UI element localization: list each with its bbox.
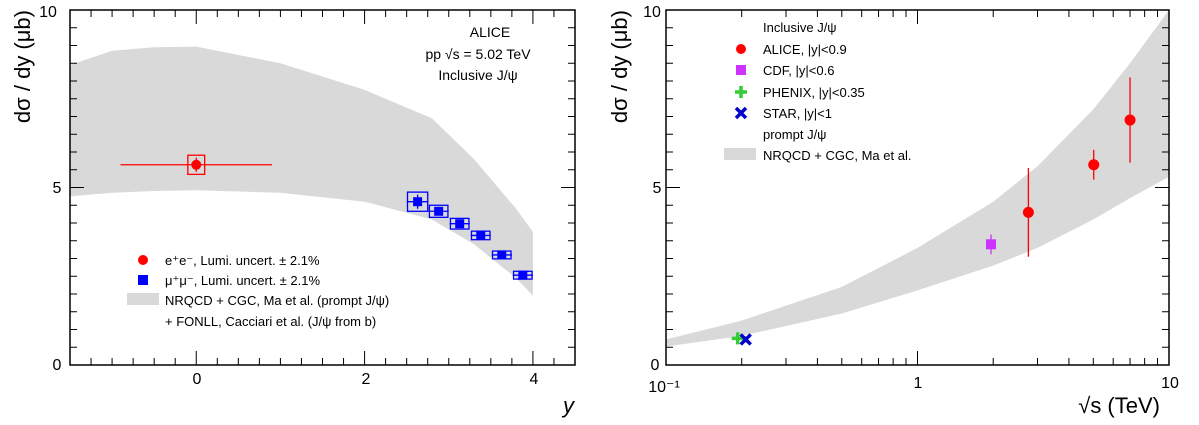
left-info-line: pp √s = 5.02 TeV (425, 46, 531, 62)
left-x-tick-label: 2 (362, 371, 371, 388)
legend-marker-alice (736, 44, 746, 54)
star-point-marker (739, 333, 752, 346)
legend-header-inclusive: Inclusive J/ψ (763, 20, 837, 35)
right-x-axis-label: √s (TeV) (1078, 393, 1160, 418)
right-data-points (731, 77, 1136, 346)
legend-entry-alice: ALICE, |y|<0.9 (763, 42, 847, 57)
right-x-tick-label: 10⁻¹ (648, 379, 680, 396)
left-y-tick-label: 10 (39, 4, 57, 21)
alice-point-marker (1088, 159, 1100, 171)
cdf-point-marker (986, 239, 997, 250)
legend-marker-star (734, 106, 748, 120)
right-x-tick-label: 1 (914, 375, 923, 392)
mumu-point-marker (476, 230, 486, 240)
ee-point-marker (191, 159, 202, 170)
legend-entry-band: NRQCD + CGC, Ma et al. (763, 148, 911, 163)
legend-marker-band (127, 293, 159, 305)
left-info-line: ALICE (470, 24, 510, 40)
left-info-line: Inclusive J/ψ (438, 67, 517, 83)
left-x-tick-label: 0 (193, 371, 202, 388)
alice-point-marker (1124, 114, 1136, 126)
mumu-point-marker (413, 197, 423, 207)
left-data-points (120, 154, 533, 280)
phenix-point-marker (731, 332, 744, 345)
legend-marker-mumu (138, 275, 148, 285)
mumu-point-marker (455, 219, 465, 229)
legend-marker-ee (138, 255, 148, 265)
left-x-axis-label: y (561, 393, 576, 418)
mumu-point-marker (434, 206, 444, 216)
theory-band-area (666, 10, 1169, 347)
left-y-tick-label: 5 (53, 180, 62, 197)
mumu-point-marker (497, 250, 507, 260)
right-y-axis-label: dσ / dy (μb) (607, 10, 632, 123)
right-y-tick-label: 5 (653, 180, 662, 197)
legend-entry-phenix: PHENIX, |y|<0.35 (763, 85, 865, 100)
right-theory-band (666, 10, 1169, 347)
legend-marker-cdf (736, 65, 746, 75)
right-axis-ticks (665, 9, 1170, 366)
legend-marker-band (724, 148, 756, 160)
left-x-tick-label: 4 (530, 371, 539, 388)
left-theory-band (70, 46, 533, 296)
legend-entry-ee: e⁺e⁻, Lumi. uncert. ± 2.1% (165, 253, 320, 268)
left-axis-ticks (69, 9, 576, 366)
legend-entry-band-cont: + FONLL, Cacciari et al. (J/ψ from b) (165, 314, 376, 329)
right-panel: 0 5 10 10⁻¹ 1 10 dσ / dy (μb) √s (TeV) I… (607, 4, 1179, 418)
left-y-axis-label: dσ / dy (μb) (10, 10, 35, 123)
right-legend: Inclusive J/ψ ALICE, |y|<0.9 CDF, |y|<0.… (724, 20, 911, 163)
theory-band-area (70, 46, 533, 296)
mumu-point-marker (518, 270, 528, 280)
left-legend: e⁺e⁻, Lumi. uncert. ± 2.1% μ⁺μ⁻, Lumi. u… (127, 253, 389, 329)
left-panel: 0 5 10 0 2 4 dσ / dy (μb) y ALICE pp √s … (10, 4, 576, 418)
right-y-tick-label: 10 (643, 4, 661, 21)
right-x-tick-label: 10 (1161, 375, 1179, 392)
legend-entry-mumu: μ⁺μ⁻, Lumi. uncert. ± 2.1% (165, 273, 321, 288)
legend-marker-phenix (735, 86, 747, 98)
legend-entry-star: STAR, |y|<1 (763, 106, 832, 121)
left-y-tick-label: 0 (53, 357, 62, 374)
legend-subheader-prompt: prompt J/ψ (763, 127, 826, 142)
alice-point-marker (1022, 206, 1034, 218)
legend-entry-band: NRQCD + CGC, Ma et al. (prompt J/ψ) (165, 293, 389, 308)
right-y-tick-label: 0 (651, 357, 660, 374)
legend-entry-cdf: CDF, |y|<0.6 (763, 63, 834, 78)
